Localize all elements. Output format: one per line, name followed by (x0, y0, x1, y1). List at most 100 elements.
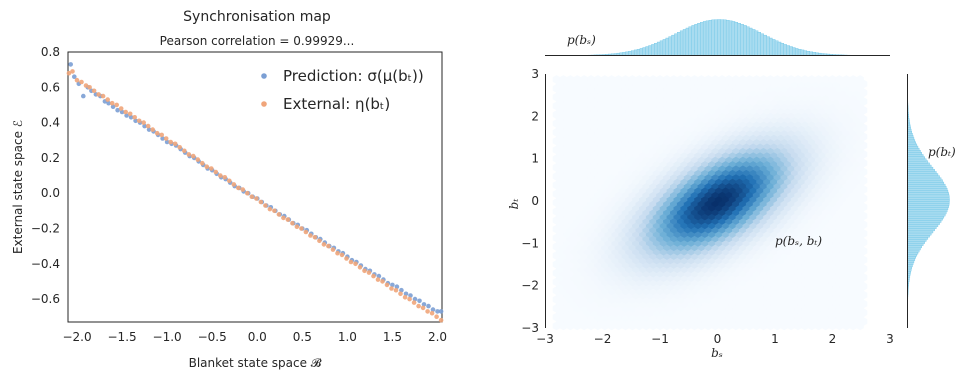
hexbin-cell (573, 75, 581, 84)
prediction-point (426, 303, 431, 309)
hexbin-cell (821, 75, 830, 84)
prediction-point (435, 309, 440, 314)
histogram-bar-bs (757, 32, 762, 56)
external-point (240, 187, 246, 192)
hexbin-cell (552, 75, 561, 84)
histogram-bar-bs (771, 39, 776, 56)
histogram-bar-bs (677, 32, 681, 56)
y-tick-label-joint: 2 (531, 109, 539, 123)
y-ticks: −0.6 −0.4 −0.2 0.0 0.2 0.4 0.6 0.8 (31, 45, 60, 306)
x-ticks: −2.0 −1.5 −1.0 −0.5 0.0 0.5 1.0 1.5 2.0 (62, 330, 447, 344)
external-point (213, 169, 219, 175)
hexbin-cell (780, 75, 788, 84)
external-point (222, 175, 228, 180)
histogram-bar-bs (711, 19, 716, 56)
histogram-bar-bs (671, 34, 675, 56)
histogram-bar-bs (665, 37, 670, 56)
external-point (416, 303, 421, 309)
prediction-point (421, 302, 427, 307)
y-tick-label: −0.4 (31, 257, 60, 271)
histogram-bar-bs (786, 45, 790, 56)
x-tick-label-joint: 3 (886, 332, 894, 346)
prediction-point (119, 109, 125, 115)
x-tick-label-joint: 1 (771, 332, 779, 346)
histogram-bar-bs (751, 29, 756, 56)
external-point (245, 190, 250, 196)
external-point (218, 173, 223, 178)
y-tick-label-joint: −2 (521, 279, 539, 293)
external-point (168, 139, 173, 145)
external-point (344, 256, 349, 261)
external-point (70, 69, 75, 74)
x-tick-label-joint: −1 (651, 332, 669, 346)
x-tick-label: −1.5 (108, 330, 137, 344)
histogram-bar-bs (668, 36, 672, 56)
histogram-bar-bs (702, 21, 707, 56)
external-point (186, 152, 192, 157)
prediction-point (394, 284, 400, 290)
histogram-bar-bs (682, 29, 687, 56)
histogram-bar-bs (700, 22, 704, 56)
prediction-point (408, 293, 413, 298)
external-point (375, 277, 381, 282)
external-point (357, 265, 363, 270)
y-tick-label-joint: −1 (521, 236, 539, 250)
prediction-point (68, 62, 73, 67)
histogram-bar-bs (737, 23, 741, 56)
hexbin-cell (808, 75, 816, 84)
external-point (326, 243, 331, 249)
prediction-point (110, 104, 116, 109)
external-point (87, 85, 92, 90)
histogram-bar-bs (803, 50, 808, 56)
external-point (425, 309, 430, 314)
external-point (389, 286, 394, 291)
x-ticks-joint: −3 −2 −1 0 1 2 3 (536, 332, 894, 346)
hexbin-cell (649, 75, 657, 84)
legend-marker-prediction (261, 73, 267, 79)
joint-density-chart: p(bₛ) p(bₜ) −3 −2 −1 0 1 2 3 −3 −2 −1 0 1 2 3 p(bₛ, … (507, 19, 956, 360)
y-tick-label: 0.2 (41, 151, 60, 165)
y-tick-label: 0.4 (41, 116, 60, 130)
external-point (380, 279, 385, 284)
external-point (321, 242, 327, 247)
external-point (195, 157, 201, 162)
histogram-bar-bs (688, 26, 693, 56)
histogram-bar-bs (774, 40, 779, 56)
y-tick-label: 0.6 (41, 80, 60, 94)
external-point (150, 127, 155, 132)
hexbin-cell (766, 75, 775, 84)
marginal-histogram-bt (907, 99, 950, 301)
x-tick-label: 1.5 (383, 330, 402, 344)
external-point (335, 250, 340, 256)
joint-annotation: p(bₛ, bₜ) (775, 234, 822, 248)
external-point (429, 310, 435, 316)
external-point (163, 136, 169, 141)
x-tick-label: 0.5 (293, 330, 312, 344)
histogram-bar-bs (705, 20, 710, 56)
external-point (100, 93, 106, 99)
external-point (299, 226, 304, 231)
x-tick-label-joint: −3 (536, 332, 554, 346)
external-point (317, 238, 322, 244)
external-point (258, 199, 264, 205)
hexbin-cell (794, 75, 802, 84)
legend: Prediction: σ(μ(bₜ)) External: η(bₜ) (261, 67, 424, 113)
external-point (294, 224, 300, 229)
y-tick-label: 0.8 (41, 45, 60, 59)
external-point (438, 317, 444, 323)
prediction-point (390, 282, 395, 288)
histogram-bar-bs (760, 33, 764, 56)
histogram-bar-bs (694, 24, 698, 56)
external-point (420, 305, 426, 311)
external-point (348, 259, 354, 265)
external-point (290, 220, 295, 226)
external-point (276, 212, 282, 217)
external-point (123, 109, 128, 115)
external-point (145, 123, 151, 129)
external-point (281, 215, 286, 221)
external-point (398, 291, 403, 297)
external-point (83, 83, 89, 88)
hexbin-cell (759, 75, 768, 84)
plot-area (67, 51, 443, 323)
histogram-bar-bs (723, 19, 727, 56)
